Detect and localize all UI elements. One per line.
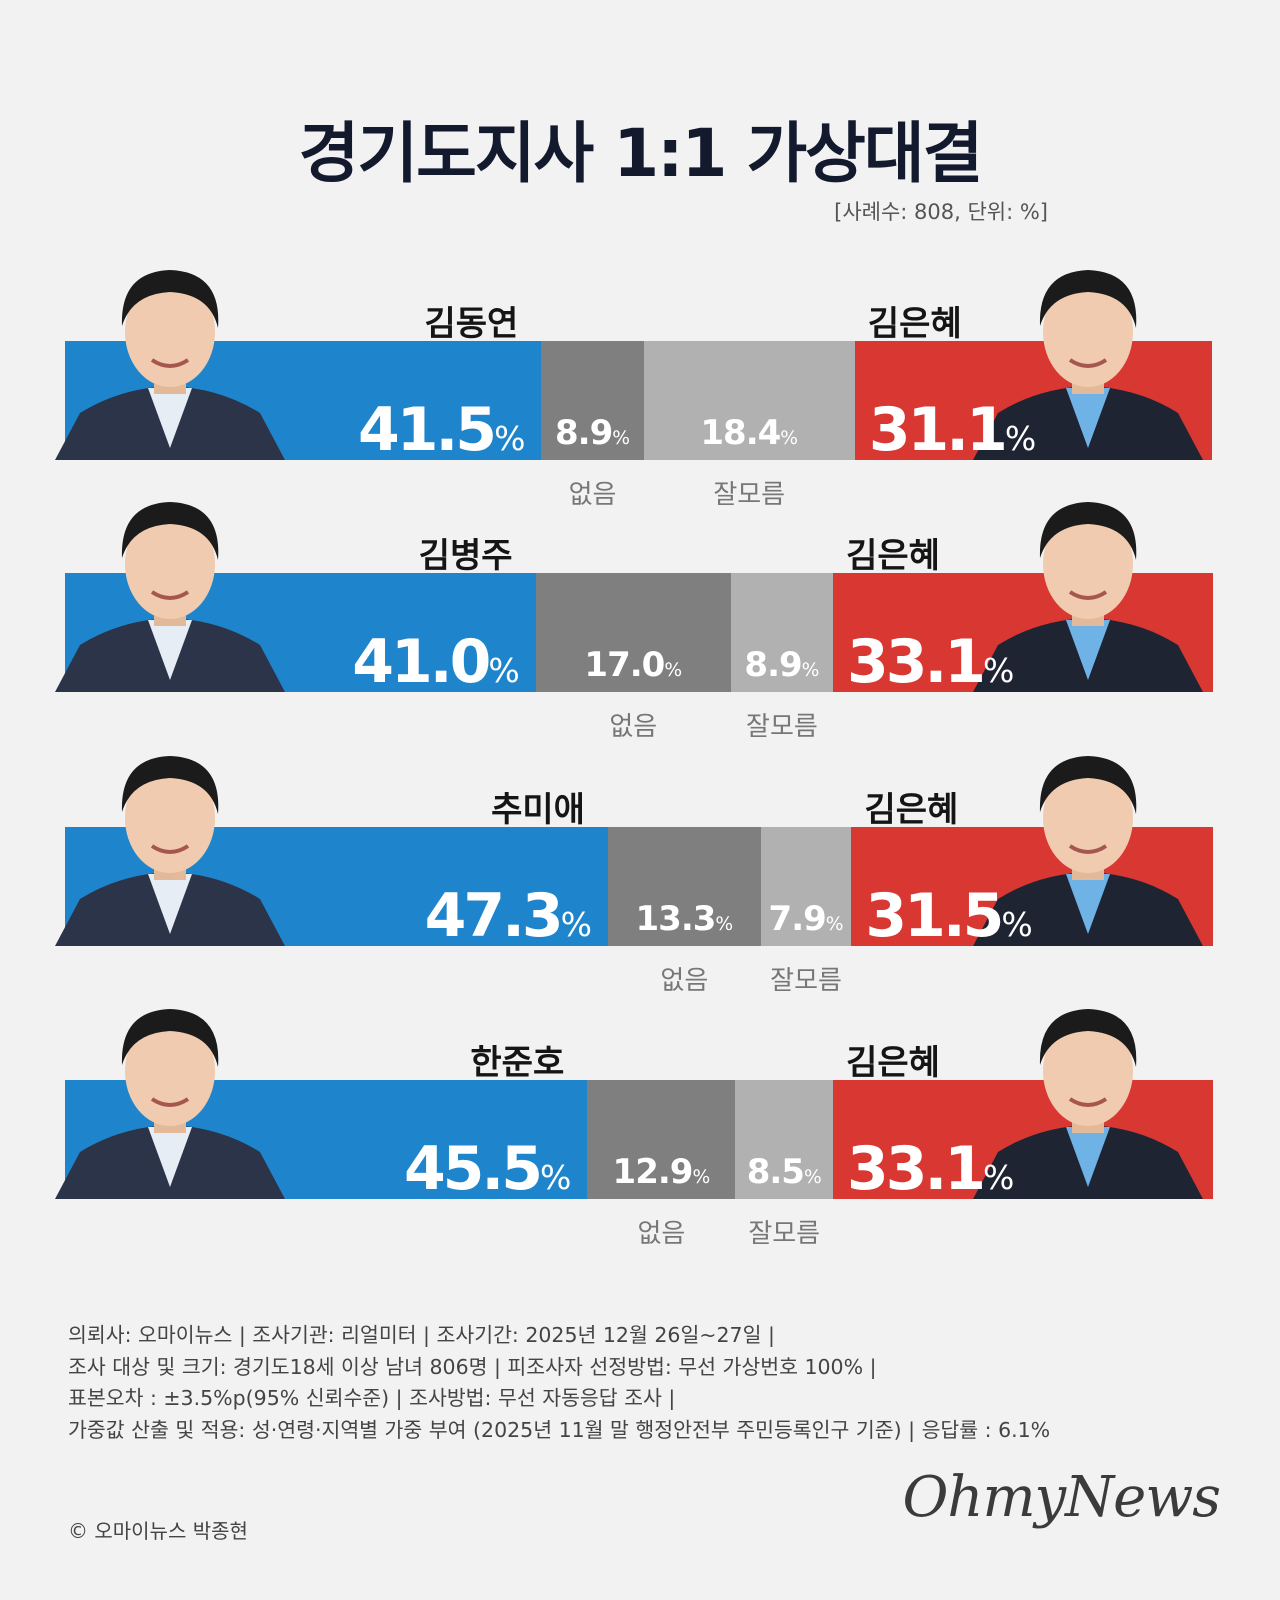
- percent-unit: %: [488, 651, 520, 690]
- candidate-b-photo: [968, 248, 1208, 460]
- matchup-row: 김병주 김은혜 41.0% 33.1% 17.0% 8.9% 없음 잘모름: [0, 480, 1280, 742]
- sample-info: [사례수: 808, 단위: %]: [834, 200, 1048, 224]
- no-candidate-bar: [608, 827, 761, 946]
- dont-know-bar: [735, 1080, 833, 1199]
- note-line: 의뢰사: 오마이뉴스 | 조사기관: 리얼미터 | 조사기간: 2025년 12…: [68, 1323, 775, 1347]
- percent-value: 8.9: [744, 645, 802, 685]
- candidate-a-photo: [50, 480, 290, 692]
- percent-unit: %: [1001, 905, 1033, 944]
- matchup-row: 한준호 김은혜 45.5% 33.1% 12.9% 8.5% 없음 잘모름: [0, 987, 1280, 1249]
- percent-unit: %: [1004, 419, 1037, 458]
- candidate-a-name: 김동연: [424, 304, 519, 344]
- percent-value: 31.5: [865, 881, 1004, 951]
- percent-unit: %: [664, 660, 683, 681]
- candidate-a-photo: [50, 248, 290, 460]
- percent-unit: %: [692, 1167, 711, 1188]
- percent-value: 7.9: [768, 899, 827, 939]
- note-line: 조사 대상 및 크기: 경기도18세 이상 남녀 806명 | 피조사자 선정방…: [68, 1354, 877, 1379]
- candidate-a-percent: 41.0%: [352, 632, 519, 692]
- percent-value: 33.1: [847, 1134, 986, 1204]
- dont-know-percent: 7.9%: [769, 902, 844, 936]
- candidate-b-percent: 31.5%: [865, 886, 1032, 946]
- ohmynews-logo: OhmyNews: [902, 1465, 1221, 1530]
- no-candidate-percent: 17.0%: [584, 648, 682, 682]
- page-title: 경기도지사 1:1 가상대결: [298, 115, 984, 192]
- percent-value: 41.0: [352, 627, 491, 697]
- dont-know-bar: [643, 341, 855, 460]
- percent-unit: %: [983, 1158, 1015, 1197]
- percent-unit: %: [983, 651, 1015, 690]
- dont-know-label: 잘모름: [746, 712, 818, 742]
- matchup-row: 김동연 김은혜 41.5% 31.1% 8.9% 18.4% 없음 잘모름: [0, 248, 1280, 510]
- note-line: 표본오차 : ±3.5%p(95% 신뢰수준) | 조사방법: 무선 자동응답 …: [68, 1386, 676, 1410]
- percent-unit: %: [539, 1158, 572, 1197]
- note-line: 가중값 산출 및 적용: 성·연령·지역별 가중 부여 (2025년 11월 말…: [68, 1417, 1051, 1442]
- percent-value: 8.5: [746, 1152, 805, 1192]
- dont-know-label: 잘모름: [770, 966, 842, 996]
- percent-value: 17.0: [584, 645, 665, 685]
- candidate-b-percent: 31.1%: [869, 400, 1036, 460]
- percent-unit: %: [612, 428, 630, 449]
- percent-value: 33.1: [847, 627, 986, 697]
- candidate-a-percent: 41.5%: [358, 400, 525, 460]
- no-candidate-bar: [535, 573, 731, 692]
- percent-value: 47.3: [424, 881, 564, 951]
- candidate-b-percent: 33.1%: [847, 1139, 1014, 1199]
- candidate-b-photo: [968, 480, 1208, 692]
- no-candidate-bar: [587, 1080, 736, 1199]
- dont-know-label: 잘모름: [713, 480, 786, 510]
- percent-unit: %: [560, 905, 593, 944]
- no-candidate-percent: 8.9%: [555, 416, 630, 450]
- percent-value: 12.9: [612, 1152, 694, 1192]
- no-candidate-label: 없음: [660, 966, 709, 996]
- candidate-a-photo: [50, 734, 290, 946]
- candidate-a-name: 추미애: [491, 790, 585, 830]
- candidate-a-name: 김병주: [418, 536, 513, 576]
- dont-know-percent: 8.9%: [744, 648, 819, 682]
- percent-unit: %: [715, 914, 734, 935]
- percent-value: 18.4: [700, 413, 781, 453]
- percent-value: 8.9: [555, 413, 613, 453]
- percent-value: 31.1: [868, 395, 1008, 465]
- percent-value: 13.3: [635, 899, 717, 939]
- dont-know-bar: [730, 573, 833, 692]
- candidate-a-name: 한준호: [470, 1043, 565, 1083]
- candidate-a-photo: [50, 987, 290, 1199]
- candidate-b-name: 김은혜: [864, 790, 959, 830]
- dont-know-percent: 18.4%: [700, 416, 798, 450]
- candidate-b-name: 김은혜: [867, 304, 962, 344]
- candidate-b-photo: [968, 987, 1208, 1199]
- percent-unit: %: [780, 428, 799, 449]
- percent-unit: %: [801, 660, 820, 681]
- dont-know-label: 잘모름: [748, 1219, 821, 1249]
- no-candidate-label: 없음: [637, 1219, 686, 1249]
- no-candidate-percent: 12.9%: [613, 1155, 711, 1189]
- credit: © 오마이뉴스 박종현: [68, 1519, 248, 1543]
- no-candidate-bar: [541, 341, 644, 460]
- candidate-b-name: 김은혜: [846, 1043, 940, 1083]
- dont-know-bar: [760, 827, 852, 946]
- percent-value: 45.5: [403, 1134, 543, 1204]
- percent-unit: %: [825, 914, 844, 935]
- candidate-b-photo: [968, 734, 1208, 946]
- survey-notes: 의뢰사: 오마이뉴스 | 조사기관: 리얼미터 | 조사기간: 2025년 12…: [68, 1320, 1050, 1446]
- percent-unit: %: [494, 419, 526, 458]
- percent-value: 41.5: [358, 395, 497, 465]
- no-candidate-label: 없음: [568, 480, 617, 510]
- candidate-b-name: 김은혜: [846, 536, 940, 576]
- no-candidate-percent: 13.3%: [636, 902, 734, 936]
- dont-know-percent: 8.5%: [747, 1155, 822, 1189]
- candidate-a-percent: 45.5%: [404, 1139, 571, 1199]
- percent-unit: %: [803, 1167, 822, 1188]
- candidate-a-percent: 47.3%: [425, 886, 592, 946]
- candidate-b-percent: 33.1%: [847, 632, 1014, 692]
- matchup-row: 추미애 김은혜 47.3% 31.5% 13.3% 7.9% 없음 잘모름: [0, 734, 1280, 996]
- no-candidate-label: 없음: [609, 712, 658, 742]
